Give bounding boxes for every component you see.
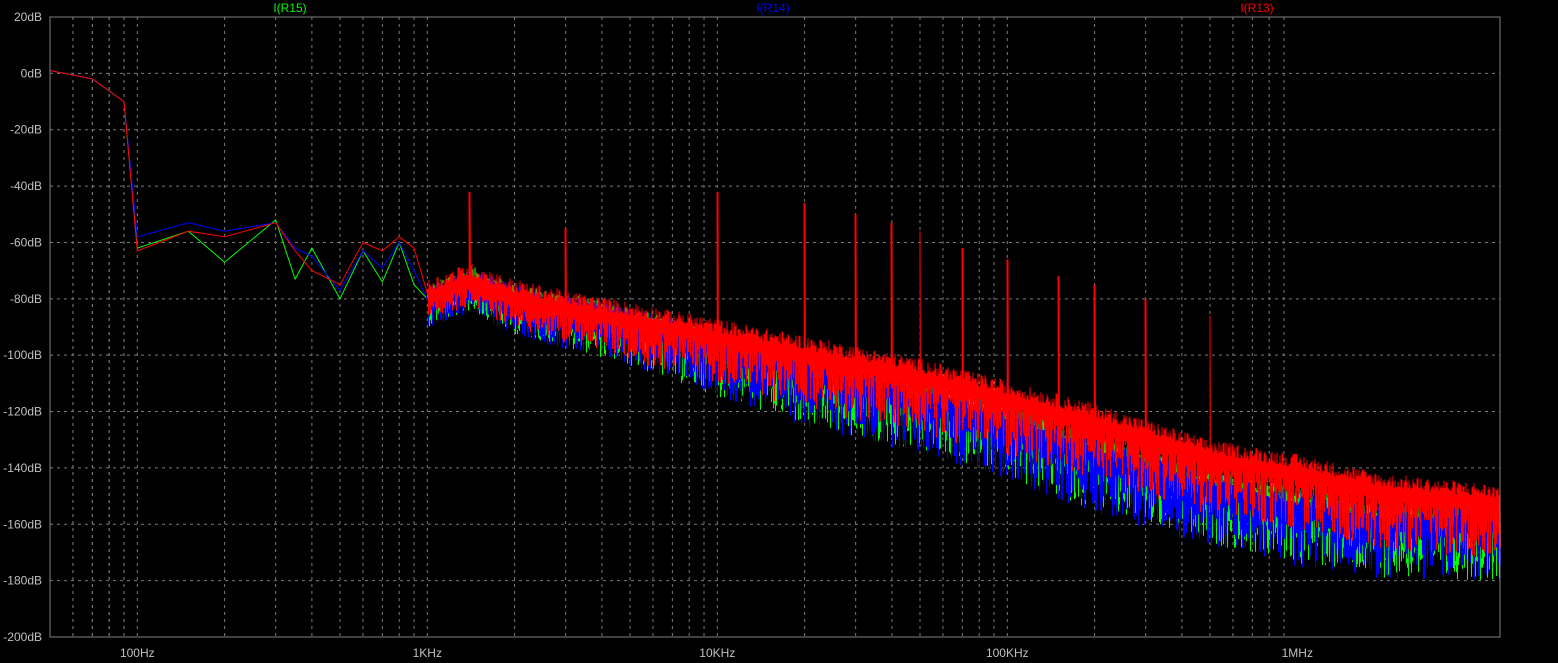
legend-entry-i-r14-: I(R14) (756, 1, 789, 15)
series-line-i-r13- (49, 70, 1501, 557)
y-tick-label: 0dB (21, 66, 42, 80)
y-tick-label: -20dB (10, 123, 42, 137)
y-tick-label: -120dB (3, 405, 42, 419)
x-tick-label: 100KHz (986, 646, 1029, 660)
y-tick-label: 20dB (14, 10, 42, 24)
y-tick-label: -60dB (10, 235, 42, 249)
legend-entry-i-r15-: I(R15) (273, 1, 306, 15)
legend-entry-i-r13-: I(R13) (1240, 1, 1273, 15)
series-layer (49, 70, 1501, 581)
y-tick-label: -200dB (3, 630, 42, 644)
y-axis-ticks: 20dB 0dB -20dB -40dB -60dB -80dB -100dB -120dB -… (3, 10, 42, 644)
x-tick-label: 1MHz (1282, 646, 1313, 660)
x-axis-ticks: 100Hz 1KHz 10KHz 100KHz 1MHz (120, 646, 1313, 660)
x-tick-label: 100Hz (120, 646, 155, 660)
y-tick-label: -40dB (10, 179, 42, 193)
y-tick-label: -140dB (3, 461, 42, 475)
x-tick-label: 1KHz (413, 646, 442, 660)
legend: I(R15) I(R14) I(R13) (273, 1, 1273, 15)
y-tick-label: -180dB (3, 574, 42, 588)
y-tick-label: -100dB (3, 348, 42, 362)
x-tick-label: 10KHz (699, 646, 735, 660)
y-tick-label: -80dB (10, 292, 42, 306)
y-tick-label: -160dB (3, 517, 42, 531)
series-line-i-r14- (49, 70, 1501, 581)
plot-frame (49, 16, 1501, 638)
